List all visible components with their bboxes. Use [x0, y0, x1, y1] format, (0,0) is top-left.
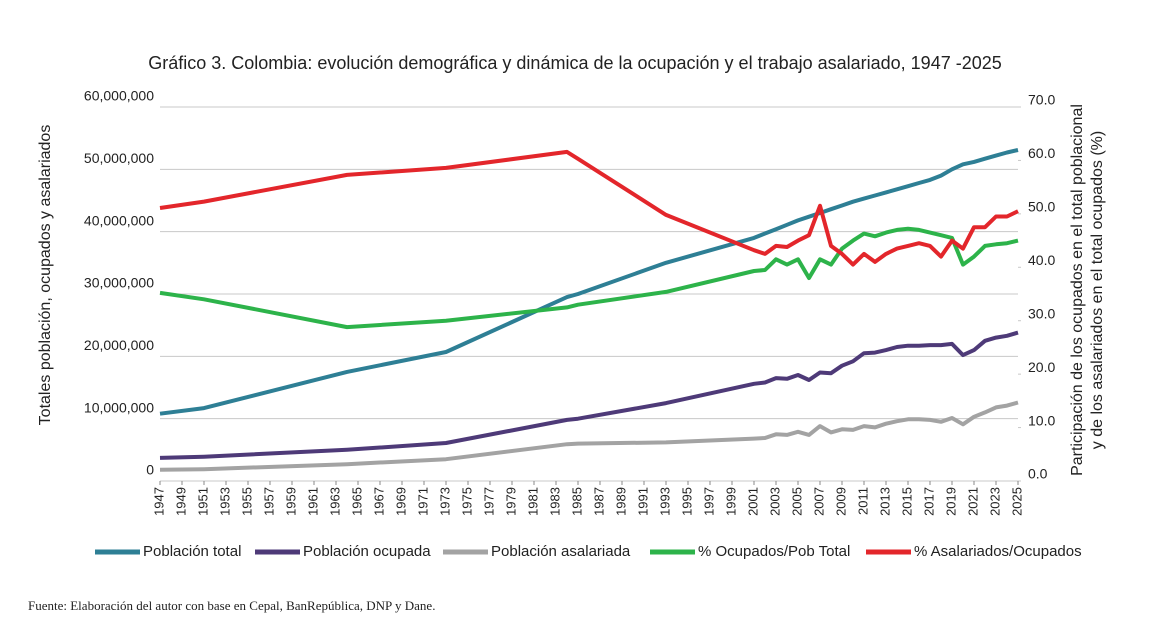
y-tick-label: 10,000,000 [84, 399, 154, 415]
y-tick-label: 40,000,000 [84, 212, 154, 228]
source-note: Fuente: Elaboración del autor con base e… [28, 598, 435, 613]
x-tick-label: 1985 [569, 487, 584, 516]
x-tick-label: 2023 [987, 487, 1002, 516]
x-tick-label: 1961 [305, 487, 320, 516]
x-tick-label: 2005 [789, 487, 804, 516]
x-tick-label: 1969 [393, 487, 408, 516]
x-tick-label: 1993 [657, 487, 672, 516]
x-tick-label: 1965 [349, 487, 364, 516]
x-tick-label: 1967 [371, 487, 386, 516]
x-tick-label: 2013 [877, 487, 892, 516]
x-tick-label: 1999 [723, 487, 738, 516]
legend-label: % Ocupados/Pob Total [698, 543, 850, 560]
x-tick-label: 2003 [767, 487, 782, 516]
y2-tick-label: 60.0 [1028, 145, 1055, 161]
x-tick-label: 1963 [327, 487, 342, 516]
y-axis-label: Totales población, ocupados y asalariado… [37, 125, 54, 426]
x-tick-label: 1995 [679, 487, 694, 516]
legend-label: Población asalariada [491, 543, 631, 560]
series-line [159, 400, 1019, 472]
y2-tick-label: 20.0 [1028, 359, 1055, 375]
y2-tick-label: 10.0 [1028, 412, 1055, 428]
y-tick-label: 0 [146, 462, 154, 478]
x-tick-label: 1953 [217, 487, 232, 516]
x-tick-label: 1951 [195, 487, 210, 516]
series-line [159, 226, 1019, 330]
x-tick-label: 1955 [239, 487, 254, 516]
x-tick-label: 2007 [811, 487, 826, 516]
x-tick-label: 1983 [547, 487, 562, 516]
series-line [159, 330, 1019, 460]
x-tick-label: 2019 [943, 487, 958, 516]
x-tick-label: 2009 [833, 487, 848, 516]
x-tick-label: 1991 [635, 487, 650, 516]
x-tick-label: 2021 [965, 487, 980, 516]
y2-tick-label: 30.0 [1028, 305, 1055, 321]
x-tick-label: 1979 [503, 487, 518, 516]
x-tick-label: 2015 [899, 487, 914, 516]
y-tick-label: 30,000,000 [84, 275, 154, 291]
legend-label: Población total [143, 543, 241, 560]
x-tick-label: 2025 [1009, 487, 1024, 516]
y2-tick-label: 70.0 [1028, 92, 1055, 108]
x-tick-label: 2011 [855, 487, 870, 515]
x-tick-label: 1987 [591, 487, 606, 516]
y-tick-label: 20,000,000 [84, 337, 154, 353]
x-tick-label: 1975 [459, 487, 474, 516]
x-tick-label: 1947 [151, 487, 166, 516]
series-line [159, 149, 1019, 267]
x-tick-label: 1989 [613, 487, 628, 516]
x-tick-label: 1971 [415, 487, 430, 516]
legend-label: Población ocupada [303, 543, 431, 560]
y2-axis-label: Participación de los ocupados en el tota… [1069, 104, 1086, 476]
series-line [159, 148, 1019, 416]
y2-tick-label: 50.0 [1028, 199, 1055, 215]
x-tick-label: 2017 [921, 487, 936, 516]
x-tick-label: 1997 [701, 487, 716, 516]
chart-title: Gráfico 3. Colombia: evolución demográfi… [148, 53, 1002, 73]
y2-tick-label: 40.0 [1028, 252, 1055, 268]
y2-tick-label: 0.0 [1028, 466, 1048, 482]
x-tick-label: 1957 [261, 487, 276, 516]
x-tick-label: 1973 [437, 487, 452, 516]
x-tick-label: 1959 [283, 487, 298, 516]
x-tick-label: 1949 [173, 487, 188, 516]
y2-axis-label: y de los asalariados en el total ocupado… [1089, 131, 1106, 449]
y-tick-label: 60,000,000 [84, 88, 154, 104]
legend-label: % Asalariados/Ocupados [914, 543, 1082, 560]
y-tick-label: 50,000,000 [84, 150, 154, 166]
x-tick-label: 2001 [745, 487, 760, 516]
x-tick-label: 1981 [525, 487, 540, 516]
x-tick-label: 1977 [481, 487, 496, 516]
